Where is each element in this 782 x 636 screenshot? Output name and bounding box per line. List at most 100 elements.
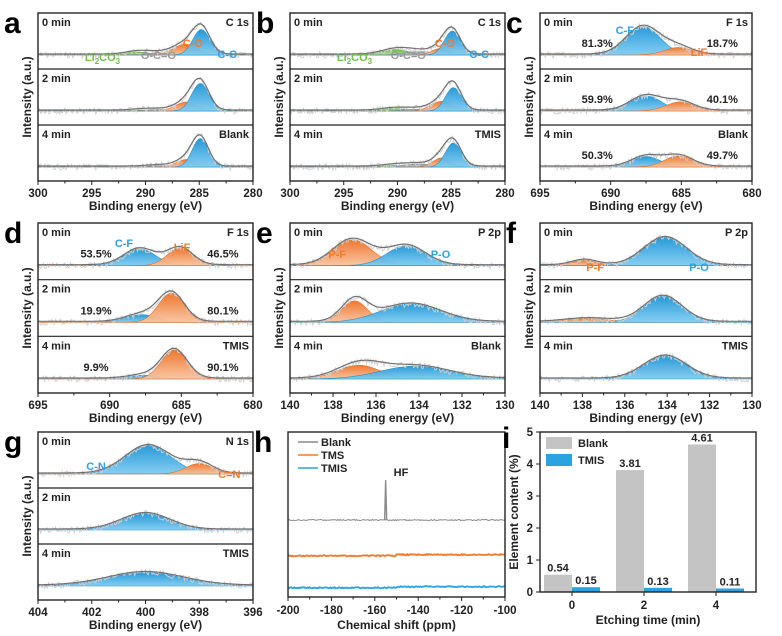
fit-envelope-line (290, 237, 505, 266)
x-tick-label: 290 (136, 188, 155, 200)
y-axis-label: Intensity (a.u.) (20, 56, 34, 137)
x-tick-label: 398 (190, 607, 210, 619)
row-label: 2 min (544, 73, 573, 85)
x-tick-label: 138 (573, 400, 593, 412)
row-label: 2 min (294, 284, 323, 296)
peak-annotation: O-C=O (141, 50, 177, 62)
bar-tmis (644, 587, 672, 592)
sample-label: TMIS (722, 340, 748, 352)
plot-frame (289, 12, 506, 182)
fit-envelope-line (290, 295, 505, 322)
spectrum-row: 2 min 59.9% 40.1% (539, 73, 753, 116)
row-label: 4 min (294, 340, 323, 352)
peak-annotation: C-F (616, 25, 635, 37)
left-percent-label: 81.3% (582, 38, 613, 50)
x-tick-label: 134 (409, 400, 429, 412)
spectrum-row: 4 min TMIS (290, 129, 506, 172)
plot-frame (37, 12, 254, 182)
row-label: 2 min (42, 284, 71, 296)
right-percent-label: 90.1% (207, 362, 238, 374)
peak-annotation: C-C (469, 49, 489, 61)
fit-envelope-line (540, 354, 752, 379)
bar-value-label: 3.81 (619, 458, 640, 470)
legend-label: TMIS (321, 463, 347, 475)
panel-letter: c (506, 7, 523, 40)
left-percent-label: 53.5% (80, 249, 111, 261)
spectrum-row: 0 min N 1s (37, 436, 254, 479)
sample-label: TMIS (223, 548, 249, 560)
x-tick-label: 285 (190, 188, 210, 200)
bar-blank (544, 574, 572, 592)
sample-label: Blank (718, 129, 749, 141)
x-tick-label: 0 (569, 600, 575, 612)
peak-annotation: P-O (431, 249, 451, 261)
y-axis-label: Intensity (a.u.) (20, 267, 34, 348)
x-tick-label: -200 (276, 605, 299, 617)
fit-envelope-line (540, 294, 752, 322)
y-axis-label: Intensity (a.u.) (272, 267, 286, 348)
x-axis-label: Binding energy (eV) (589, 411, 702, 425)
spectrum-row: 0 min F 1s 53.5% 46.5% (37, 227, 254, 270)
y-axis-label: Intensity (a.u.) (20, 475, 34, 556)
peak-annotation: P-F (328, 249, 346, 261)
y-axis-label: Intensity (a.u.) (522, 56, 536, 137)
bar-value-label: 0.15 (575, 575, 596, 587)
spectrum-row: 4 min TMIS (539, 340, 753, 383)
x-tick-label: 136 (366, 400, 385, 412)
panel-a: a 0 min C 1s 2 min 4 min Blank Li2CO3 O-C=O C-O C… (4, 7, 263, 213)
row-label: 4 min (544, 340, 573, 352)
x-tick-label: 690 (601, 188, 620, 200)
row-label: 2 min (42, 73, 71, 85)
hf-annotation: HF (394, 467, 409, 479)
row-label: 4 min (42, 129, 71, 141)
peak-annotation: C-C (217, 49, 237, 61)
spectrum-row: 2 min (37, 492, 254, 535)
fit-envelope-line (290, 80, 505, 111)
x-tick-label: 300 (28, 188, 47, 200)
fit-envelope-line (290, 137, 505, 167)
panel-b: b 0 min C 1s 2 min 4 min TMIS Li2CO3 O-C=O C-O C-… (256, 7, 515, 213)
bar-value-label: 0.13 (647, 576, 668, 588)
bar-value-label: 0.54 (547, 563, 569, 575)
fit-envelope-line (38, 290, 253, 322)
legend-label: TMS (321, 450, 344, 462)
y-tick-label: 2 (527, 523, 533, 535)
right-percent-label: 18.7% (707, 38, 738, 50)
row-label: 2 min (42, 492, 71, 504)
x-tick-label: 132 (700, 400, 719, 412)
left-percent-label: 50.3% (582, 150, 613, 162)
spectrum-row: 2 min (539, 284, 753, 327)
y-axis-label: Intensity (a.u.) (522, 267, 536, 348)
x-tick-label: 680 (243, 400, 262, 412)
row-label: 4 min (42, 548, 71, 560)
right-percent-label: 40.1% (707, 94, 738, 106)
x-tick-label: 130 (495, 400, 514, 412)
x-axis-label: Binding energy (eV) (341, 411, 454, 425)
row-label: 0 min (42, 227, 71, 239)
spectrum-row: 2 min (289, 284, 506, 327)
panel-d: d 0 min F 1s 53.5% 46.5% 2 min 19.9% 80.1% 4 min… (4, 217, 263, 425)
raw-data-line (290, 134, 506, 172)
raw-data-line (37, 442, 254, 479)
x-tick-label: 685 (172, 400, 192, 412)
peak-c-n (38, 513, 253, 531)
x-axis-label: Binding energy (eV) (589, 199, 702, 213)
spectrum-row: 4 min Blank 50.3% 49.7% (539, 129, 753, 172)
peak-annotation: C-O (435, 38, 456, 50)
peak-c-n (37, 572, 254, 587)
x-tick-label: 285 (442, 188, 462, 200)
raw-data-line (37, 509, 254, 535)
x-tick-label: 695 (530, 188, 550, 200)
fit-envelope-line (38, 245, 253, 266)
peak-annotation: O-C=O (391, 50, 427, 62)
right-percent-label: 49.7% (707, 150, 738, 162)
row-label: 0 min (294, 17, 323, 29)
fit-envelope-line (37, 570, 254, 586)
core-level-label: F 1s (726, 17, 748, 29)
x-axis-label: Binding energy (eV) (341, 199, 454, 213)
peak-lif (37, 292, 254, 323)
peak-c-c (290, 142, 505, 168)
spectrum-row: 4 min TMIS 9.9% 90.1% (37, 340, 254, 384)
core-level-label: C 1s (226, 17, 249, 29)
x-tick-label: 134 (658, 400, 678, 412)
